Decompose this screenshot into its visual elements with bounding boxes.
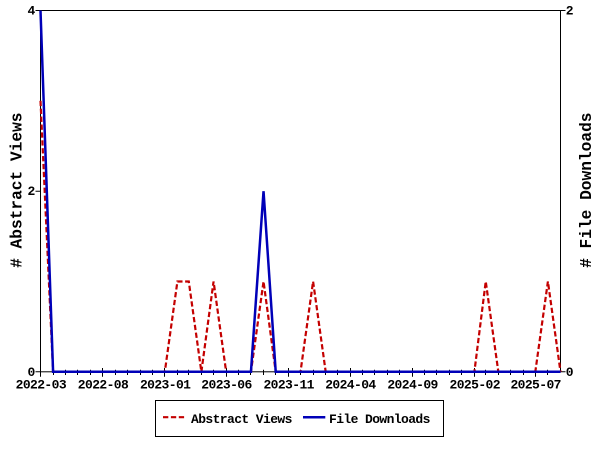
svg-text:4: 4 [27,4,35,19]
svg-text:# Abstract Views: # Abstract Views [9,112,27,267]
svg-text:Abstract Views: Abstract Views [191,412,293,427]
svg-text:2025-02: 2025-02 [450,378,501,393]
svg-text:0: 0 [566,365,574,380]
svg-text:2022-08: 2022-08 [78,378,129,393]
svg-text:2023-11: 2023-11 [263,378,314,393]
svg-text:2024-04: 2024-04 [325,378,376,393]
svg-text:2023-01: 2023-01 [140,378,191,393]
svg-text:2: 2 [566,4,574,19]
svg-text:# File Downloads: # File Downloads [578,112,596,267]
svg-text:2025-07: 2025-07 [510,378,560,393]
svg-text:2022-03: 2022-03 [16,378,67,393]
svg-text:File Downloads: File Downloads [329,412,431,427]
svg-text:0: 0 [27,365,35,380]
svg-text:2: 2 [27,184,35,199]
svg-text:2023-06: 2023-06 [201,378,252,393]
svg-text:2024-09: 2024-09 [387,378,438,393]
